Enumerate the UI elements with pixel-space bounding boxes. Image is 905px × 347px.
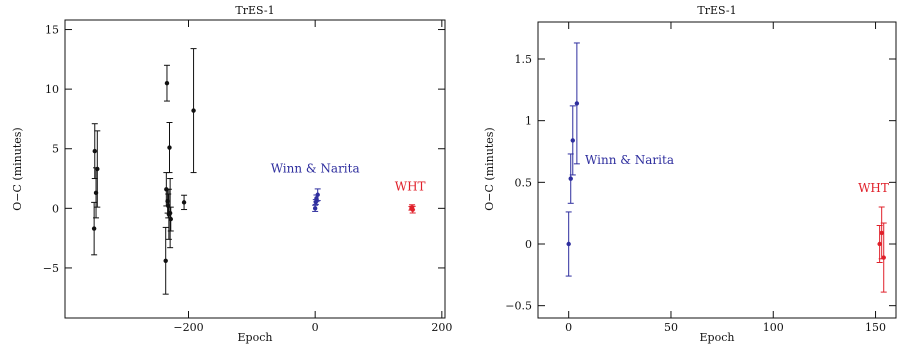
point-marker xyxy=(167,210,173,216)
chart-panel-right: TrES-1 Epoch O−C (minutes) 0 50 100 150 −0.5… xyxy=(483,4,897,344)
point-marker xyxy=(191,108,196,113)
data-point xyxy=(573,42,580,165)
annotation-label: Winn & Narita xyxy=(271,162,360,176)
chart-panel-left: TrES-1 Epoch O−C (minutes) −200 0 200 −5 0 5 1… xyxy=(11,4,452,344)
x-tick-label: 0 xyxy=(565,321,572,334)
point-marker xyxy=(568,176,573,181)
point-marker xyxy=(410,207,415,212)
y-tick-label: 1.5 xyxy=(515,53,533,66)
data-point xyxy=(181,194,188,211)
y-axis-label: O−C (minutes) xyxy=(11,127,24,210)
point-marker xyxy=(877,241,882,247)
x-tick-label: 150 xyxy=(865,321,886,334)
y-tick-label: 0 xyxy=(525,238,532,251)
data-point xyxy=(91,123,98,180)
annotation-label: Winn & Narita xyxy=(585,153,674,167)
data-point xyxy=(94,130,101,208)
data-point xyxy=(565,211,572,277)
y-tick-label: −5 xyxy=(43,262,59,275)
plot-frame xyxy=(64,19,446,319)
axis-ticks: 0 50 100 150 −0.5 0 0.5 1 1.5 xyxy=(505,22,896,334)
point-marker xyxy=(315,192,320,197)
y-axis-label: O−C (minutes) xyxy=(483,127,496,210)
annotations: Winn & Narita WHT xyxy=(585,153,889,195)
point-marker xyxy=(92,148,97,154)
chart-title: TrES-1 xyxy=(235,4,274,17)
x-tick-label: 200 xyxy=(431,321,452,334)
data-points xyxy=(565,42,887,293)
data-point xyxy=(163,64,170,102)
point-marker xyxy=(168,216,173,222)
point-marker xyxy=(566,241,571,247)
axis-ticks: −200 0 200 −5 0 5 10 15 xyxy=(43,20,452,334)
chart-title: TrES-1 xyxy=(697,4,736,17)
data-point xyxy=(91,201,98,256)
x-axis-label: Epoch xyxy=(238,331,273,344)
y-tick-label: 15 xyxy=(45,24,59,37)
data-point xyxy=(569,105,576,176)
data-point xyxy=(314,188,321,202)
point-marker xyxy=(881,255,886,260)
point-marker xyxy=(574,101,580,106)
y-tick-label: 0.5 xyxy=(515,176,533,189)
data-points xyxy=(91,48,416,295)
y-tick-label: 5 xyxy=(52,143,59,156)
x-tick-label: 0 xyxy=(312,321,319,334)
data-point xyxy=(880,222,887,293)
y-tick-label: 0 xyxy=(52,202,59,215)
point-marker xyxy=(167,145,172,150)
data-point xyxy=(190,48,197,174)
data-point xyxy=(312,204,319,212)
annotation-label: WHT xyxy=(858,181,889,195)
plot-frame xyxy=(537,21,897,319)
x-axis-label: Epoch xyxy=(700,331,735,344)
annotations: Winn & Narita WHT xyxy=(271,162,426,194)
point-marker xyxy=(164,80,170,86)
point-marker xyxy=(163,258,168,263)
point-marker xyxy=(312,206,318,211)
point-marker xyxy=(181,200,187,205)
point-marker xyxy=(570,138,575,143)
data-point xyxy=(166,122,173,174)
point-marker xyxy=(95,166,100,172)
x-tick-label: 100 xyxy=(763,321,784,334)
point-marker xyxy=(879,230,884,236)
data-point xyxy=(409,205,416,214)
x-tick-label: 50 xyxy=(664,321,678,334)
y-tick-label: 1 xyxy=(525,115,532,128)
x-tick-label: −200 xyxy=(173,321,203,334)
annotation-label: WHT xyxy=(395,179,426,193)
data-point xyxy=(162,226,169,295)
y-tick-label: 10 xyxy=(45,83,59,96)
y-tick-label: −0.5 xyxy=(505,300,532,313)
point-marker xyxy=(91,226,97,231)
data-point xyxy=(167,206,174,232)
